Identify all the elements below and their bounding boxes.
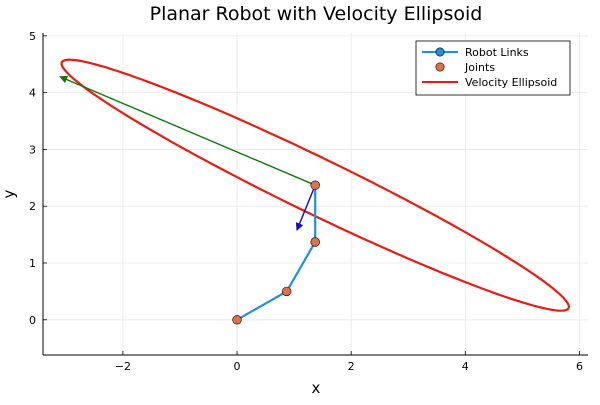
robot-links-line [236,185,317,321]
joint-marker [310,180,320,190]
y-tick-label: 4 [29,87,36,100]
x-tick-label: 6 [576,360,583,373]
legend-label-robot-links: Robot Links [465,46,529,59]
chart-title: Planar Robot with Velocity Ellipsoid [150,3,483,25]
joint-marker [310,237,320,247]
tick-labels: −2 0 2 4 6 0 1 2 3 4 5 [29,30,583,373]
axes [42,33,588,356]
x-tick-label: −2 [115,360,131,373]
legend-marker-joints [435,62,445,72]
y-tick-label: 2 [29,200,36,213]
y-tick-label: 1 [29,257,36,270]
x-tick-label: 4 [462,360,469,373]
y-axis-label: y [0,189,18,198]
blue-velocity-arrow [295,184,316,231]
legend: Robot Links Joints Velocity Ellipsoid [415,40,571,96]
velocity-ellipse [60,58,571,312]
x-tick-label: 0 [234,360,241,373]
green-velocity-arrow [59,75,316,186]
joint-marker [232,315,242,325]
legend-label-velocity-ellipsoid: Velocity Ellipsoid [465,76,557,89]
legend-label-joints: Joints [464,61,495,74]
y-tick-label: 0 [29,314,36,327]
y-tick-label: 3 [29,143,36,156]
plot-area [59,58,571,325]
x-axis-label: x [312,379,321,397]
legend-marker-robot-links [435,47,445,57]
joint-marker [281,286,292,297]
x-tick-label: 2 [348,360,355,373]
y-tick-label: 5 [29,30,36,43]
